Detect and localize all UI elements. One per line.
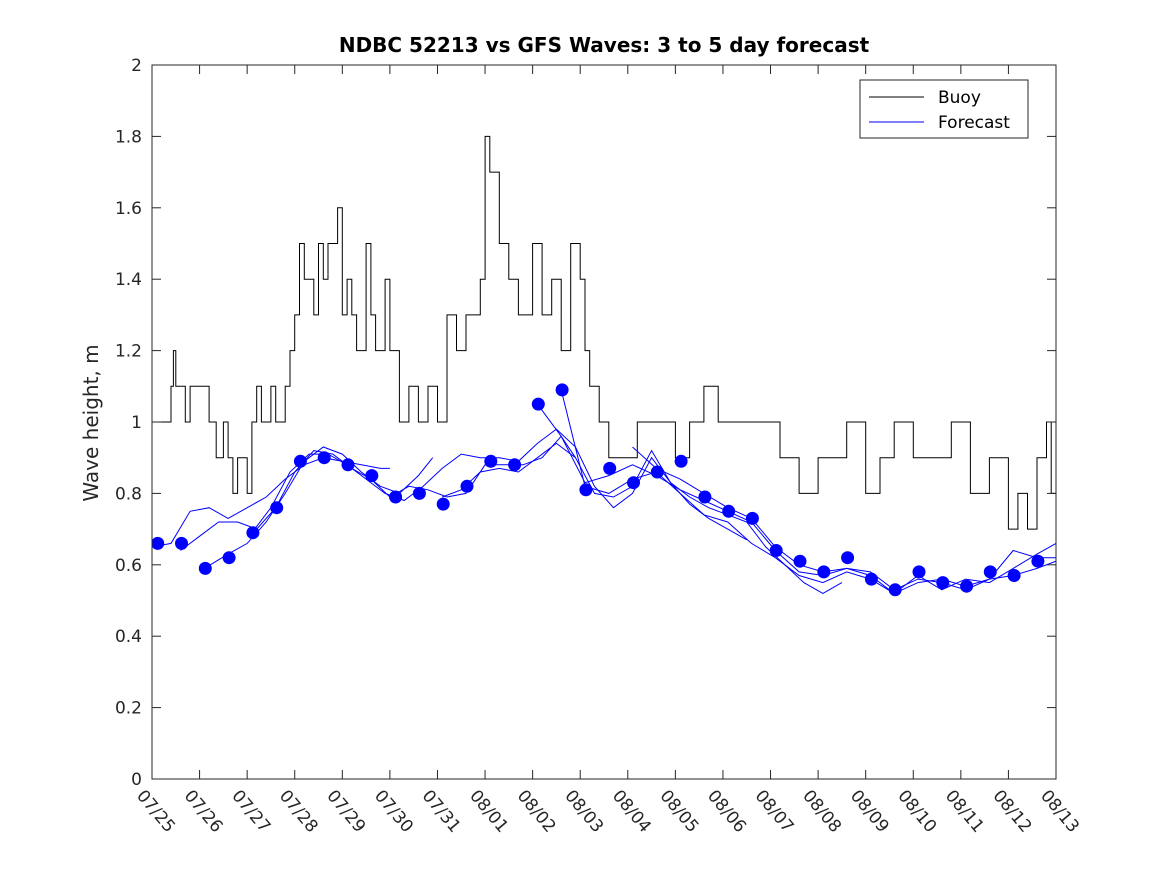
forecast-marker-2 xyxy=(175,536,188,550)
forecast-marker-27 xyxy=(769,544,783,557)
y-tick-label: 0.2 xyxy=(115,699,142,719)
forecast-marker-35 xyxy=(960,579,974,593)
forecast-marker-38 xyxy=(1031,554,1045,568)
y-tick-label: 1.8 xyxy=(115,127,142,147)
forecast-marker-22 xyxy=(650,465,664,479)
series-forecast-line-4 xyxy=(251,428,747,541)
y-tick-label: 1 xyxy=(131,413,142,433)
forecast-marker-18 xyxy=(555,383,569,397)
legend-box xyxy=(859,79,1029,139)
plot-area xyxy=(152,135,1056,597)
forecast-marker-32 xyxy=(888,583,902,597)
forecast-marker-24 xyxy=(698,490,712,504)
y-axis-label: Wave height, m xyxy=(79,344,103,501)
forecast-marker-26 xyxy=(745,511,759,525)
forecast-marker-36 xyxy=(983,565,997,579)
y-tick-label: 2 xyxy=(131,56,142,76)
forecast-marker-6 xyxy=(270,501,284,515)
forecast-marker-8 xyxy=(317,451,331,465)
forecast-marker-19 xyxy=(579,483,593,497)
forecast-marker-34 xyxy=(936,576,950,590)
y-tick-label: 0.8 xyxy=(115,484,142,504)
forecast-marker-11 xyxy=(389,490,403,504)
chart-title: NDBC 52213 vs GFS Waves: 3 to 5 day fore… xyxy=(339,33,870,57)
legend: Buoy Forecast xyxy=(859,79,1029,139)
legend-label-forecast: Forecast xyxy=(938,113,1010,133)
series-forecast-line-6 xyxy=(536,403,1056,594)
forecast-marker-21 xyxy=(627,476,640,490)
forecast-marker-17 xyxy=(531,397,545,411)
series-forecast-line-1 xyxy=(152,457,390,548)
forecast-marker-25 xyxy=(722,504,736,518)
forecast-marker-5 xyxy=(246,526,260,540)
forecast-marker-33 xyxy=(912,565,926,579)
forecast-marker-7 xyxy=(293,454,307,468)
y-tick-label: 1.2 xyxy=(115,342,142,362)
forecast-marker-30 xyxy=(841,551,855,565)
legend-label-buoy: Buoy xyxy=(938,88,981,108)
y-tick-label: 0 xyxy=(131,770,142,790)
forecast-marker-29 xyxy=(817,565,831,579)
y-tick-label: 1.4 xyxy=(115,270,142,290)
forecast-marker-13 xyxy=(436,497,450,511)
forecast-marker-37 xyxy=(1007,569,1021,582)
y-tick-label: 0.6 xyxy=(115,556,142,576)
forecast-marker-23 xyxy=(674,454,688,468)
forecast-marker-15 xyxy=(484,454,498,468)
forecast-marker-12 xyxy=(412,486,426,500)
forecast-marker-20 xyxy=(603,461,617,475)
forecast-marker-16 xyxy=(508,458,522,472)
forecast-marker-1 xyxy=(152,536,165,550)
forecast-marker-9 xyxy=(341,458,355,472)
series-buoy-line xyxy=(152,135,1056,530)
forecast-marker-4 xyxy=(222,551,236,565)
forecast-marker-31 xyxy=(864,572,878,586)
y-tick-label: 1.6 xyxy=(115,199,142,219)
forecast-marker-14 xyxy=(460,479,474,493)
forecast-marker-10 xyxy=(365,469,379,483)
series-forecast-line-7 xyxy=(560,389,1056,595)
forecast-marker-28 xyxy=(793,554,807,568)
forecast-marker-3 xyxy=(198,561,212,575)
y-tick-label: 0.4 xyxy=(115,627,142,647)
